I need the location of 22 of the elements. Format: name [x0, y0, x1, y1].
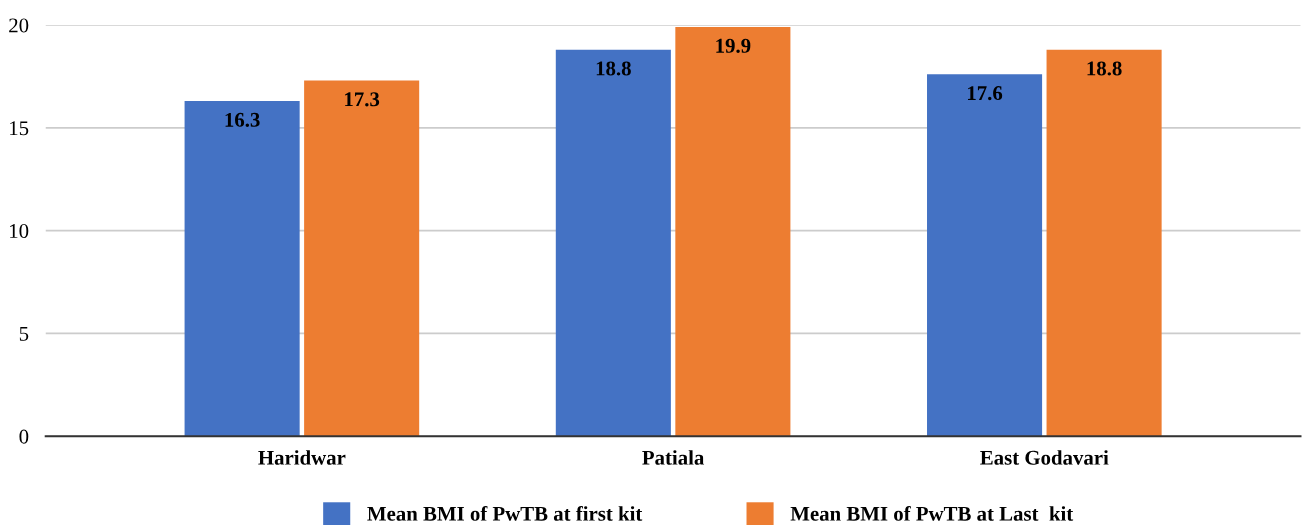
- data-label: 17.6: [968, 86, 1003, 101]
- y-tick-label: 0: [19, 429, 29, 444]
- x-tick-label: Patiala: [642, 450, 705, 465]
- x-tick-label: East Godavari: [980, 450, 1109, 465]
- y-tick-label: 15: [10, 121, 29, 136]
- y-tick-label: 20: [9, 18, 29, 33]
- data-label: 18.8: [1087, 61, 1122, 76]
- bar: [184, 101, 300, 437]
- y-tick-label: 10: [10, 224, 29, 239]
- data-label: 16.3: [225, 112, 260, 127]
- data-label: 17.3: [345, 92, 380, 107]
- legend-label: Mean BMI of PwTB at Last kit: [790, 505, 1074, 521]
- x-tick-label: Haridwar: [258, 450, 346, 465]
- bar: [1046, 49, 1162, 437]
- bar: [675, 27, 791, 437]
- y-tick-label: 5: [19, 327, 29, 341]
- legend-label: Mean BMI of PwTB at first kit: [367, 505, 643, 521]
- bar: [304, 80, 420, 437]
- bar: [555, 49, 671, 437]
- data-label: 18.8: [596, 61, 631, 76]
- data-label: 19.9: [716, 38, 751, 53]
- bar: [927, 74, 1043, 437]
